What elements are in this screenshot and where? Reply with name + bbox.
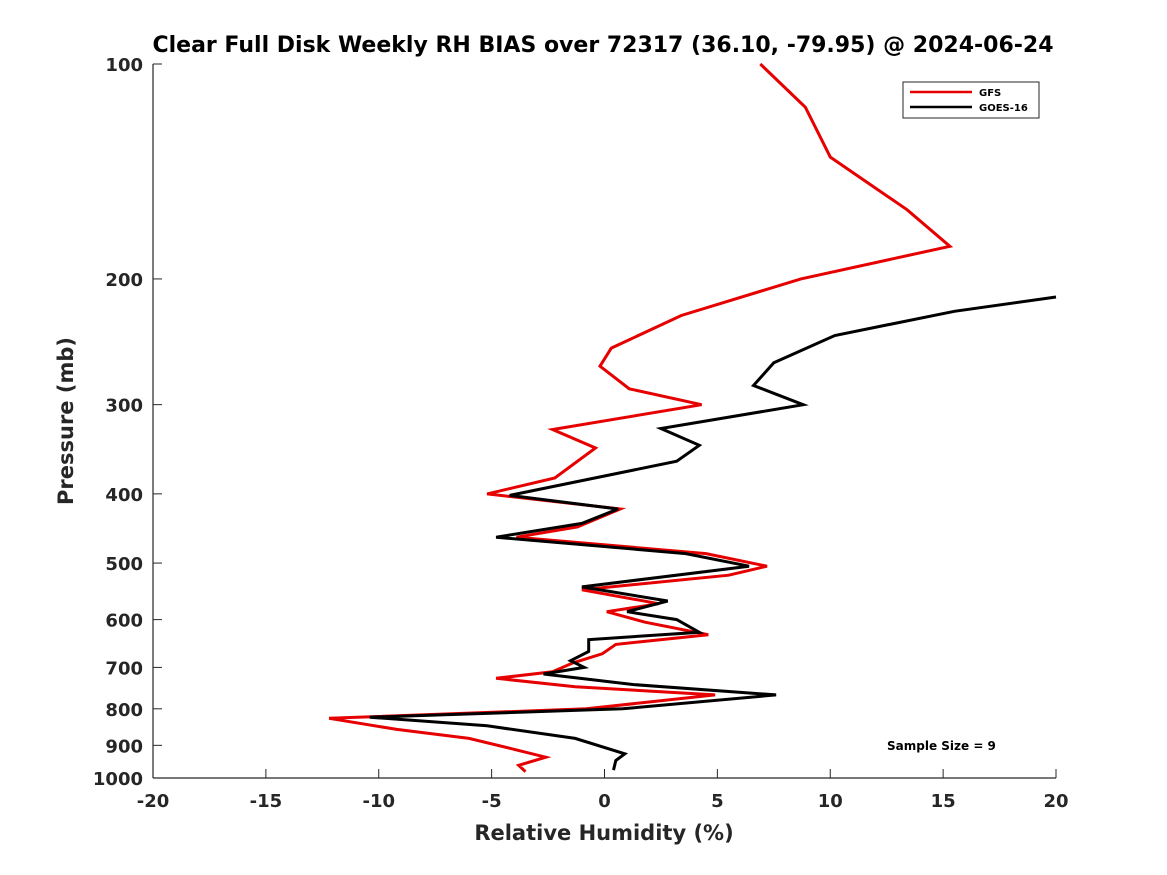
series-line-goes16 [369,295,1057,771]
sample-size-annotation: Sample Size = 9 [887,739,996,753]
legend: GFS GOES-16 [902,81,1040,119]
y-tick-label: 200 [105,270,143,291]
x-tick-label: -5 [482,791,502,812]
y-tick-label: 600 [105,611,143,632]
y-tick-label: 1000 [93,769,143,790]
x-axis-label: Relative Humidity (%) [474,821,733,845]
x-tick-label: 20 [1043,791,1068,812]
y-tick-label: 400 [105,485,143,506]
x-tick-label: 10 [818,791,843,812]
y-tick-label: 700 [105,658,143,679]
y-tick-label: 100 [105,55,143,76]
legend-box [902,81,1040,119]
x-tick-label: 0 [598,791,611,812]
plot-lines [328,62,1057,773]
y-tick-label: 500 [105,554,143,575]
x-tick-label: -15 [250,791,283,812]
x-tick-label: -10 [362,791,395,812]
legend-label-gfs: GFS [979,88,1001,99]
chart-title: Clear Full Disk Weekly RH BIAS over 7231… [152,33,1053,58]
legend-label-goes16: GOES-16 [979,103,1028,114]
y-tick-label: 300 [105,396,143,417]
x-tick-label: 5 [711,791,724,812]
x-tick-label: -20 [137,791,170,812]
x-tick-label: 15 [931,791,956,812]
series-line-gfs [328,62,954,773]
y-tick-label: 800 [105,700,143,721]
y-axis-label: Pressure (mb) [54,337,78,505]
y-tick-label: 900 [105,736,143,757]
axes: -20 -15 -10 -5 0 5 10 15 20 100 200 300 400 500 600 700… [93,55,1069,812]
